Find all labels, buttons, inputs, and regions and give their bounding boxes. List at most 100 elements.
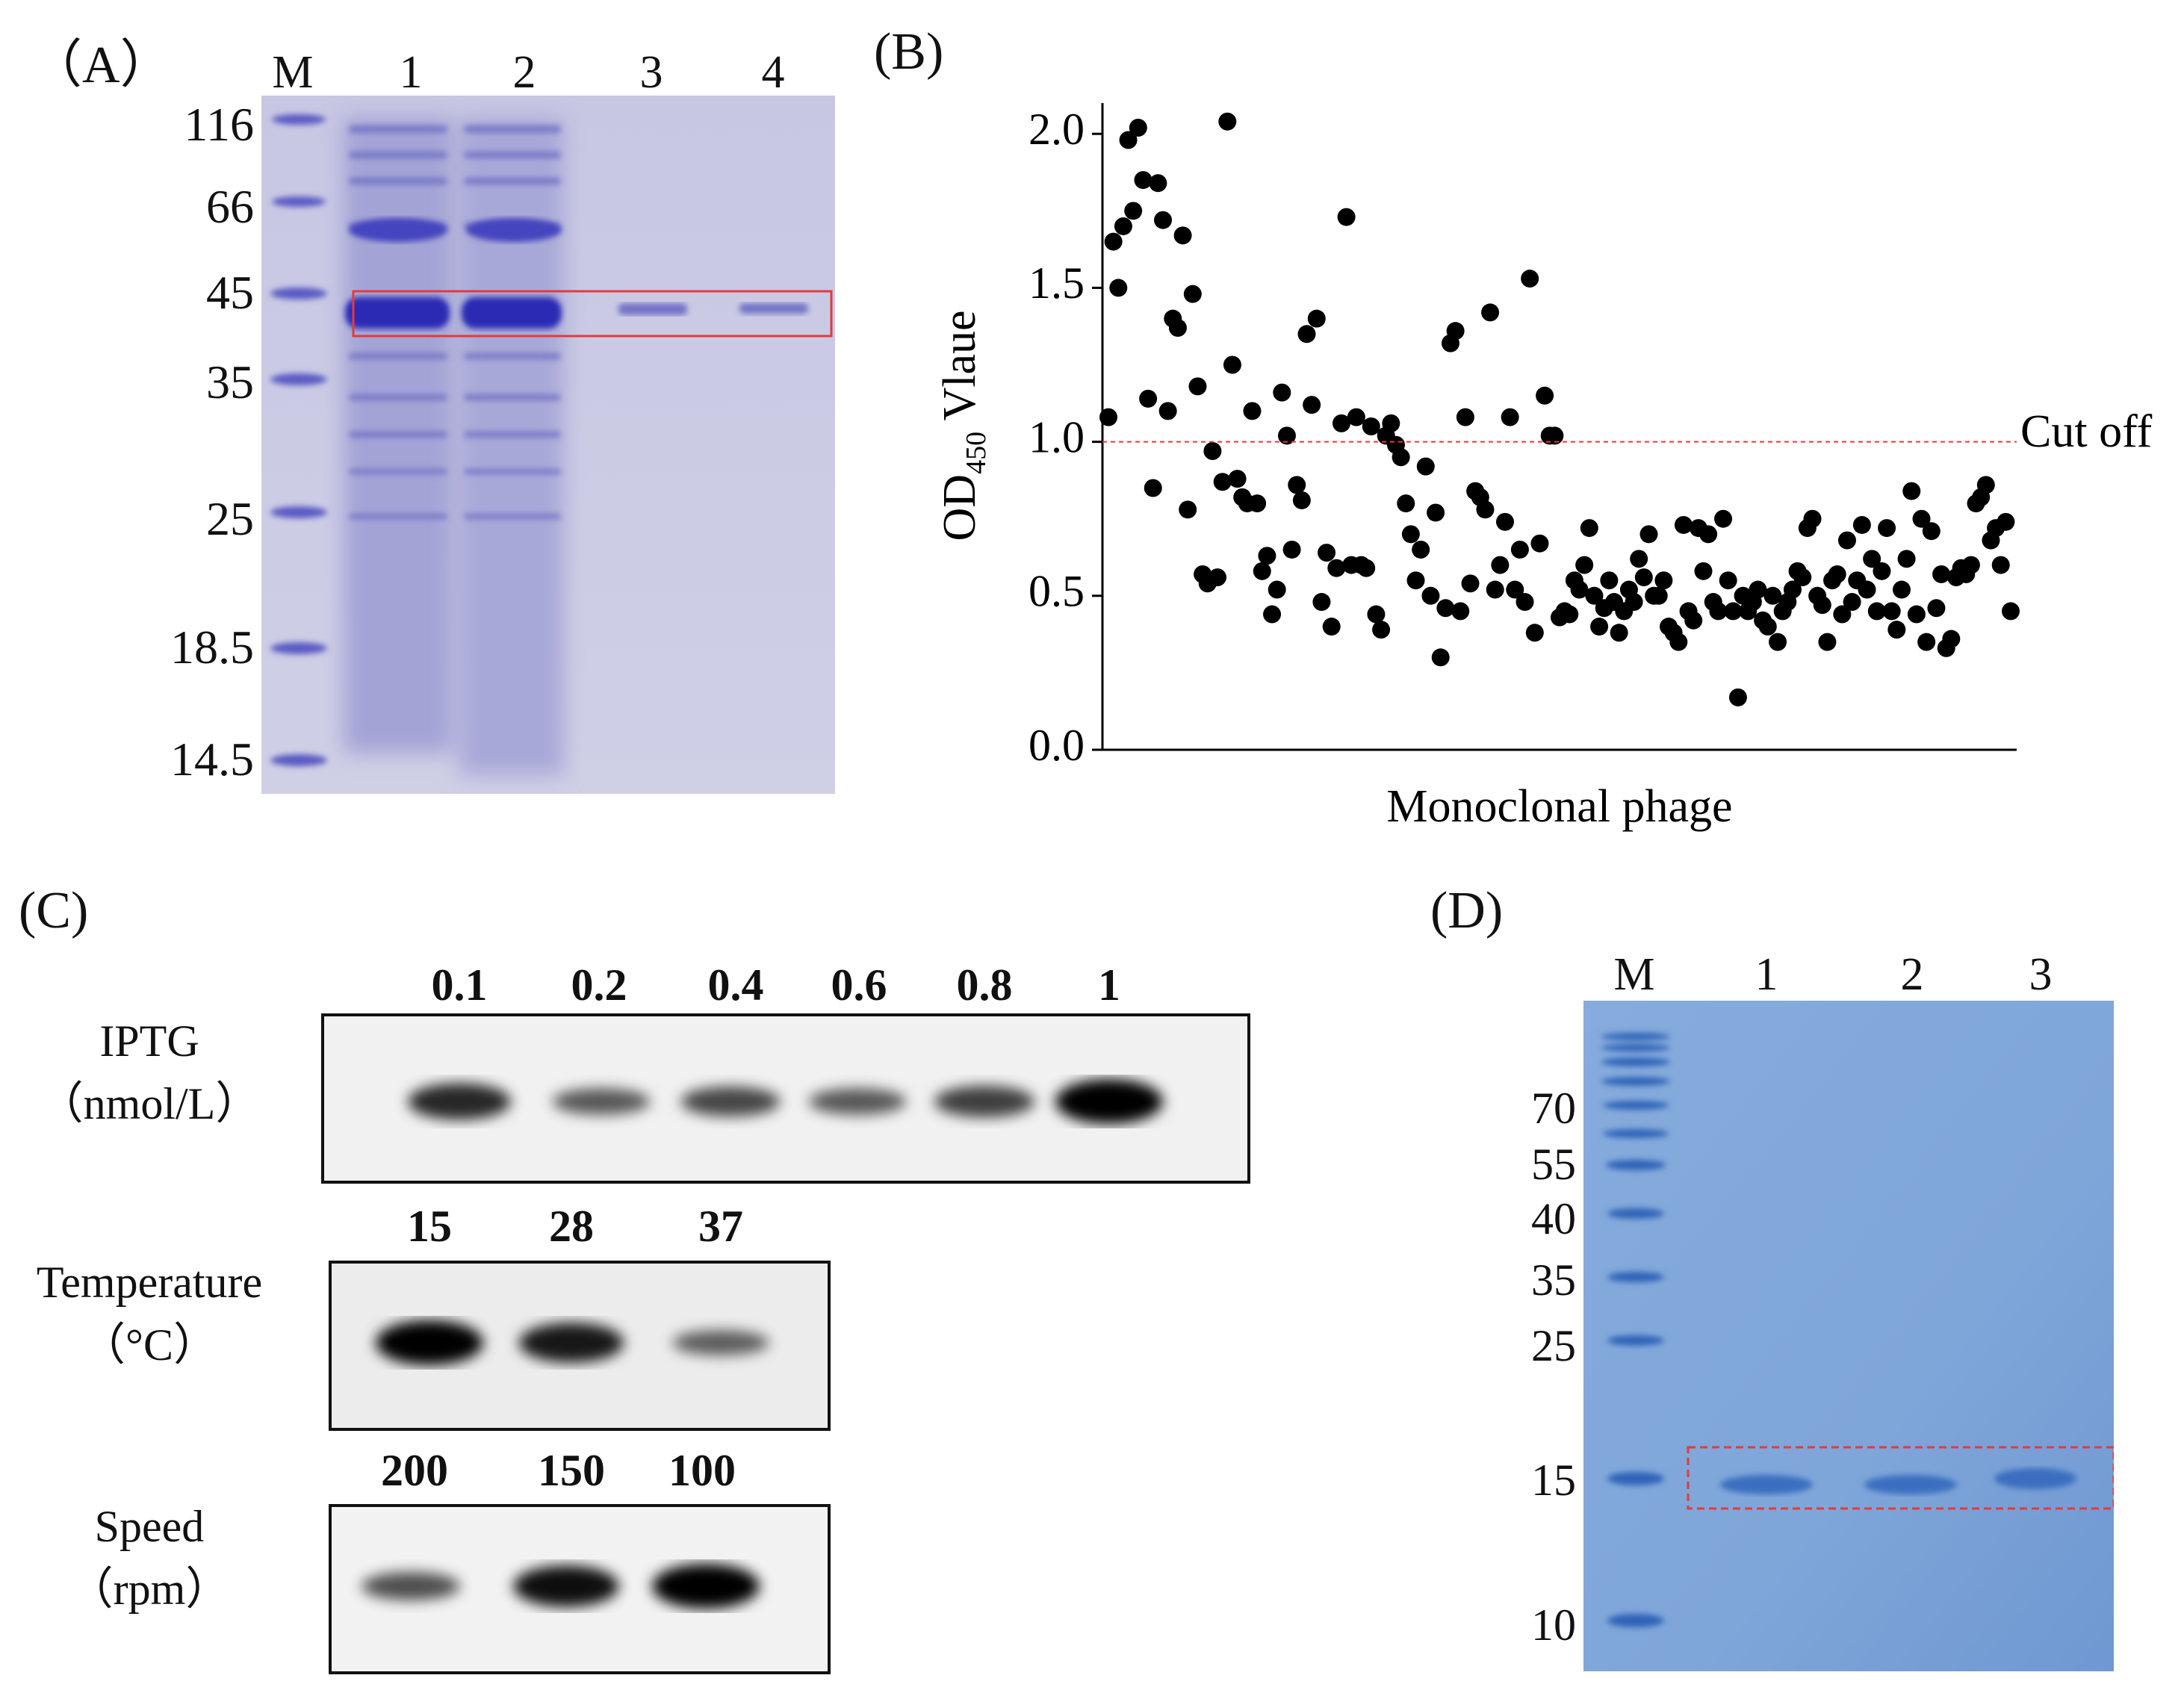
blot-band: [362, 1572, 460, 1600]
data-point: [1501, 408, 1519, 426]
marker-d-70: 70: [1531, 1084, 1576, 1133]
data-point: [1858, 580, 1876, 599]
data-point: [1997, 512, 2015, 531]
speed-unit: （rpm）: [68, 1565, 231, 1614]
data-point: [1297, 325, 1316, 344]
iptg-cond-1: 0.2: [571, 960, 627, 1010]
data-point: [1303, 396, 1321, 414]
data-point: [1436, 599, 1455, 618]
speed-cond-0: 200: [381, 1446, 448, 1495]
data-point: [1873, 562, 1891, 580]
highlight-box-d: [1687, 1446, 2114, 1510]
data-point: [1525, 624, 1544, 642]
lane-label-2: 2: [512, 47, 536, 98]
data-point: [1843, 593, 1861, 612]
y-tick-label: 2.0: [1029, 105, 1085, 154]
data-point: [1397, 494, 1415, 513]
data-point: [1104, 232, 1123, 251]
data-point: [1674, 515, 1693, 534]
data-point: [1292, 491, 1311, 509]
data-point: [1243, 402, 1262, 420]
marker-d-40: 40: [1531, 1194, 1576, 1243]
data-point: [1763, 586, 1782, 605]
data-point: [1218, 112, 1237, 131]
y-tick-label: 1.5: [1029, 258, 1085, 308]
panel-d-label: (D): [1430, 882, 1504, 939]
data-point: [1124, 202, 1143, 220]
blot-band: [1055, 1079, 1163, 1124]
data-point: [1803, 509, 1822, 528]
lane-label-1: 1: [399, 47, 423, 98]
data-point: [1961, 556, 1980, 574]
data-point: [1427, 503, 1445, 522]
marker-d-55: 55: [1531, 1140, 1576, 1189]
lane-label-d-2: 2: [1900, 949, 1924, 1000]
data-point: [1158, 402, 1177, 420]
data-point: [1942, 630, 1961, 648]
panel-c-label: (C): [19, 882, 89, 939]
data-point: [1446, 322, 1465, 341]
data-point: [1892, 580, 1911, 599]
data-point: [1769, 633, 1787, 651]
blot-band: [934, 1085, 1035, 1118]
data-point: [1728, 688, 1747, 706]
marker-d-25: 25: [1531, 1321, 1576, 1370]
iptg-cond-5: 1: [1098, 960, 1120, 1010]
data-point: [1109, 279, 1128, 297]
data-point: [1545, 426, 1564, 445]
data-point: [1347, 408, 1365, 426]
data-point: [1327, 559, 1346, 577]
marker-d-10: 10: [1531, 1600, 1576, 1650]
panel-b-label: (B): [874, 23, 944, 81]
data-point: [1783, 580, 1802, 599]
data-point: [1273, 383, 1291, 402]
blot-band: [518, 1323, 624, 1363]
data-point: [1401, 525, 1420, 544]
temp-cond-0: 15: [407, 1202, 452, 1251]
marker-d-15: 15: [1531, 1455, 1576, 1505]
data-point: [1902, 482, 1921, 500]
iptg-unit: （nmol/L）: [38, 1079, 261, 1128]
panel-a-label: （A）: [30, 37, 173, 94]
blot-band: [808, 1088, 907, 1115]
data-point: [1154, 211, 1173, 229]
data-point: [1852, 515, 1871, 534]
data-point: [1585, 586, 1604, 605]
data-point: [1813, 596, 1831, 615]
data-point: [1495, 512, 1514, 531]
data-point: [2002, 602, 2020, 621]
data-point: [1991, 556, 2010, 574]
marker-14-5: 14.5: [170, 733, 254, 786]
data-point: [1134, 171, 1153, 190]
data-point: [1649, 586, 1668, 605]
data-point: [1927, 599, 1946, 618]
data-point: [1451, 602, 1470, 621]
data-point: [1521, 270, 1539, 288]
temp-cond-1: 28: [549, 1202, 594, 1251]
lane-label-m: M: [272, 47, 314, 98]
temperature-title: Temperature: [36, 1258, 263, 1307]
data-point: [1179, 500, 1197, 519]
lane-label-4: 4: [761, 47, 785, 98]
data-point: [1173, 226, 1192, 245]
data-point: [1580, 519, 1598, 538]
data-point: [1139, 389, 1158, 408]
highlight-box-a: [352, 290, 833, 338]
x-axis-label: Monoclonal phage: [1386, 781, 1732, 832]
blot-band: [408, 1083, 511, 1120]
data-point: [1912, 509, 1931, 528]
data-point: [1209, 568, 1227, 587]
blot-band: [672, 1330, 769, 1355]
data-point: [1536, 386, 1554, 405]
blot-band: [513, 1565, 619, 1607]
iptg-cond-2: 0.4: [707, 960, 764, 1010]
data-point: [1654, 571, 1673, 590]
marker-66: 66: [206, 180, 254, 233]
data-point: [1793, 568, 1812, 587]
data-point: [1277, 426, 1296, 445]
marker-35: 35: [206, 355, 254, 408]
y-axis-label: OD450 Vlaue: [934, 311, 992, 541]
data-point: [1332, 414, 1350, 432]
data-point: [1749, 580, 1767, 599]
temp-cond-2: 37: [698, 1202, 743, 1251]
